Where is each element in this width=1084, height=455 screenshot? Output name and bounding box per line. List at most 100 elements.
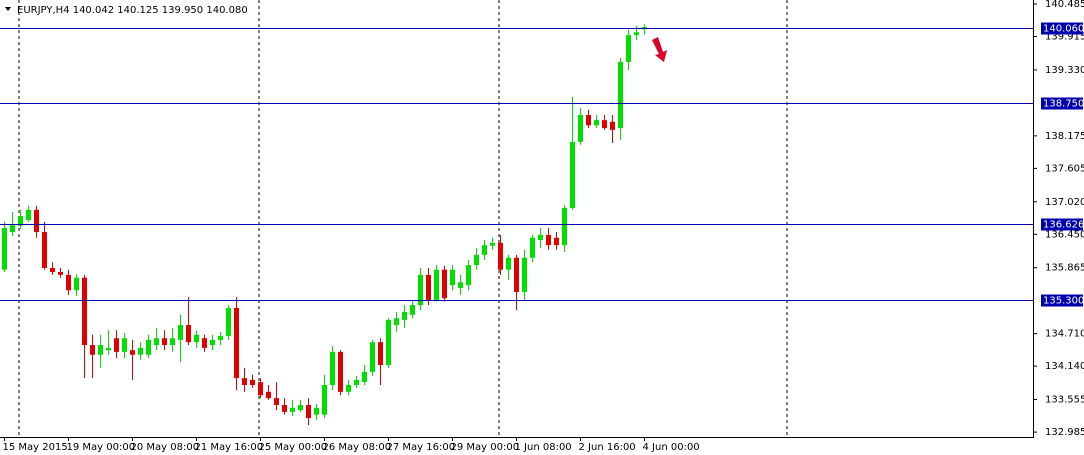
- candle-body: [410, 305, 415, 315]
- candle-body: [298, 404, 303, 411]
- candle-body: [538, 234, 543, 241]
- x-tick-label: 20 May 08:00: [131, 442, 200, 453]
- open-label: 140.042: [73, 5, 114, 16]
- candle-body: [250, 379, 255, 386]
- candle-body: [594, 120, 599, 126]
- candle-body: [562, 208, 567, 246]
- candle-body: [322, 385, 327, 415]
- candle-body: [218, 335, 223, 340]
- level-label: 138.750: [1043, 99, 1084, 110]
- arrow-annotation: [652, 37, 667, 62]
- level-box: [1041, 97, 1083, 110]
- candle-body: [458, 282, 463, 288]
- menu-triangle[interactable]: [5, 7, 11, 11]
- candle-body: [602, 120, 607, 129]
- candle-body: [314, 407, 319, 415]
- candle-body: [178, 325, 183, 340]
- x-tick-label: 26 May 08:00: [323, 442, 392, 453]
- candle-body: [106, 347, 111, 351]
- candle-body: [290, 407, 295, 412]
- close-label: 140.080: [206, 5, 247, 16]
- candle-body: [234, 307, 239, 379]
- y-tick-label: 137.605: [1045, 163, 1084, 174]
- candle-body: [570, 141, 575, 209]
- candle-body: [258, 382, 263, 396]
- candle-body: [186, 325, 191, 343]
- candle-body: [138, 347, 143, 355]
- candle-body: [634, 32, 639, 36]
- candle-body: [514, 257, 519, 292]
- candle-body: [434, 269, 439, 300]
- x-tick-label: 27 May 16:00: [387, 442, 456, 453]
- x-tick-label: 2 Jun 16:00: [579, 442, 636, 453]
- chart-header: EURJPY,H4 140.042 140.125 139.950 140.08…: [17, 5, 248, 16]
- candle-body: [146, 339, 151, 355]
- low-label: 139.950: [162, 5, 203, 16]
- candle-body: [418, 274, 423, 306]
- candle-body: [82, 277, 87, 346]
- candle-body: [354, 379, 359, 386]
- candle-body: [226, 307, 231, 336]
- candle-body: [474, 254, 479, 266]
- y-tick-label: 139.330: [1045, 65, 1084, 76]
- candle-body: [114, 338, 119, 352]
- candle-body: [154, 338, 159, 346]
- candle-body: [586, 115, 591, 126]
- candle-body: [370, 342, 375, 372]
- candle-body: [330, 351, 335, 386]
- candle-body: [506, 257, 511, 270]
- candle-body: [266, 391, 271, 399]
- candle-body: [274, 398, 279, 405]
- y-tick-label: 139.915: [1045, 32, 1084, 43]
- y-tick-label: 134.140: [1045, 361, 1084, 372]
- candle-body: [66, 274, 71, 291]
- high-label: 140.125: [117, 5, 158, 16]
- candle-body: [394, 318, 399, 326]
- y-tick-label: 133.555: [1045, 395, 1084, 406]
- level-label: 136.626: [1043, 220, 1084, 231]
- candle-body: [58, 271, 63, 275]
- candle-body: [34, 209, 39, 233]
- candle-body: [202, 338, 207, 348]
- candle-body: [74, 277, 79, 291]
- candle-body: [18, 216, 23, 226]
- x-tick-label: 25 May 00:00: [259, 442, 328, 453]
- level-box: [1041, 294, 1083, 307]
- x-tick-label: 4 Jun 00:00: [643, 442, 700, 453]
- candle-body: [130, 350, 135, 355]
- candle-body: [610, 121, 615, 130]
- candle-body: [522, 257, 527, 292]
- y-tick-label: 138.175: [1045, 131, 1084, 142]
- candle-body: [338, 351, 343, 392]
- candle-body: [282, 404, 287, 412]
- level-box: [1041, 22, 1083, 35]
- candle-body: [26, 209, 31, 221]
- candle-body: [10, 225, 15, 233]
- candle-body: [210, 339, 215, 346]
- level-label: 135.300: [1043, 296, 1084, 307]
- candle-body: [450, 269, 455, 286]
- candle-body: [498, 242, 503, 270]
- candle-body: [554, 237, 559, 246]
- candle-body: [194, 334, 199, 343]
- symbol: EURJPY,H4: [17, 5, 70, 16]
- y-tick-label: 134.710: [1045, 329, 1084, 340]
- candle-body: [386, 319, 391, 366]
- y-tick-label: 136.450: [1045, 229, 1084, 240]
- candle-body: [98, 345, 103, 355]
- x-tick-label: 1 Jun 08:00: [515, 442, 572, 453]
- candle-body: [362, 371, 367, 383]
- candle-body: [162, 338, 167, 346]
- candle-body: [42, 232, 47, 268]
- level-label: 140.060: [1043, 24, 1084, 35]
- y-tick-label: 137.020: [1045, 197, 1084, 208]
- x-tick-label: 29 May 00:00: [451, 442, 520, 453]
- y-tick-label: 135.865: [1045, 263, 1084, 274]
- candle-body: [490, 242, 495, 246]
- y-tick-label: 140.485: [1045, 0, 1084, 10]
- x-tick-label: 15 May 2015: [3, 442, 68, 453]
- plot: [2, 24, 647, 425]
- candle-body: [242, 378, 247, 386]
